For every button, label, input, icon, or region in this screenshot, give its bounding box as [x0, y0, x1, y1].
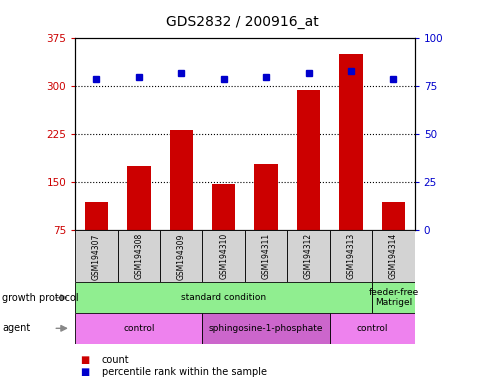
Text: count: count — [102, 355, 129, 365]
Bar — [339, 55, 362, 230]
Bar — [287, 230, 329, 282]
Bar — [372, 230, 414, 282]
Text: agent: agent — [2, 323, 30, 333]
Bar — [329, 230, 372, 282]
Text: standard condition: standard condition — [181, 293, 266, 302]
Bar — [127, 166, 150, 230]
Text: feeder-free
Matrigel: feeder-free Matrigel — [367, 288, 418, 307]
Text: GDS2832 / 200916_at: GDS2832 / 200916_at — [166, 15, 318, 29]
Text: GSM194314: GSM194314 — [388, 233, 397, 280]
Text: ■: ■ — [80, 367, 89, 377]
Text: ■: ■ — [80, 355, 89, 365]
Bar — [254, 164, 277, 230]
Text: GSM194309: GSM194309 — [176, 233, 185, 280]
Bar — [372, 282, 414, 313]
Bar — [329, 313, 414, 344]
Bar — [169, 130, 193, 230]
Text: GSM194311: GSM194311 — [261, 233, 270, 280]
Text: GSM194313: GSM194313 — [346, 233, 355, 280]
Text: growth protocol: growth protocol — [2, 293, 79, 303]
Bar — [85, 202, 108, 230]
Text: sphingosine-1-phosphate: sphingosine-1-phosphate — [209, 324, 323, 333]
Text: GSM194310: GSM194310 — [219, 233, 228, 280]
Bar — [212, 184, 235, 230]
Text: percentile rank within the sample: percentile rank within the sample — [102, 367, 266, 377]
Text: GSM194307: GSM194307 — [91, 233, 101, 280]
Text: GSM194308: GSM194308 — [134, 233, 143, 280]
Bar — [117, 230, 160, 282]
Bar — [160, 230, 202, 282]
Text: control: control — [356, 324, 387, 333]
Bar — [75, 313, 202, 344]
Bar — [75, 282, 372, 313]
Text: control: control — [123, 324, 154, 333]
Bar — [75, 230, 117, 282]
Bar — [296, 89, 319, 230]
Bar — [202, 230, 244, 282]
Text: GSM194312: GSM194312 — [303, 233, 313, 280]
Bar — [244, 230, 287, 282]
Bar — [202, 313, 329, 344]
Bar — [381, 202, 404, 230]
